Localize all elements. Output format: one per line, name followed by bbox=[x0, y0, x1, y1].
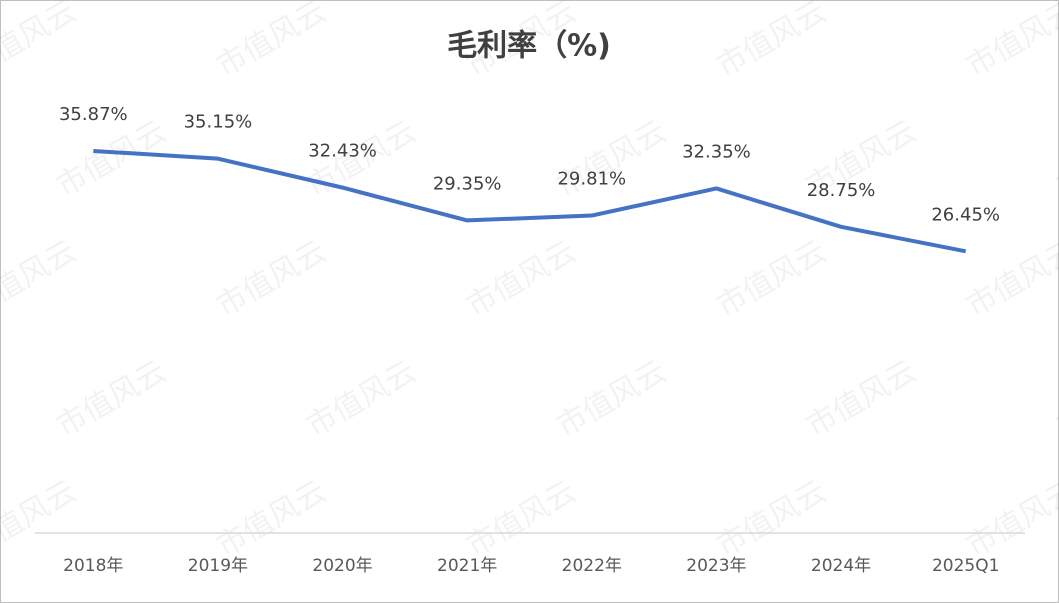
data-label: 32.43% bbox=[308, 141, 377, 162]
data-label: 32.35% bbox=[682, 141, 751, 162]
data-label: 29.35% bbox=[433, 173, 502, 194]
line bbox=[93, 148, 967, 254]
x-tick-label: 2024年 bbox=[811, 556, 871, 576]
data-label: 28.75% bbox=[807, 180, 876, 201]
x-tick-label: 2022年 bbox=[562, 556, 622, 576]
x-tick-label: 2019年 bbox=[188, 556, 248, 576]
data-label: 35.15% bbox=[184, 112, 253, 133]
data-label: 26.45% bbox=[931, 204, 1000, 225]
chart-title: 毛利率（%) bbox=[447, 29, 611, 64]
x-tick-label: 2021年 bbox=[437, 556, 497, 576]
data-label: 29.81% bbox=[557, 169, 626, 190]
x-tick-label: 2020年 bbox=[312, 556, 372, 576]
x-tick-label: 2018年 bbox=[63, 556, 123, 576]
x-tick-label: 2023年 bbox=[686, 556, 746, 576]
x-tick-label: 2025Q1 bbox=[932, 556, 999, 576]
data-label: 35.87% bbox=[59, 104, 128, 125]
